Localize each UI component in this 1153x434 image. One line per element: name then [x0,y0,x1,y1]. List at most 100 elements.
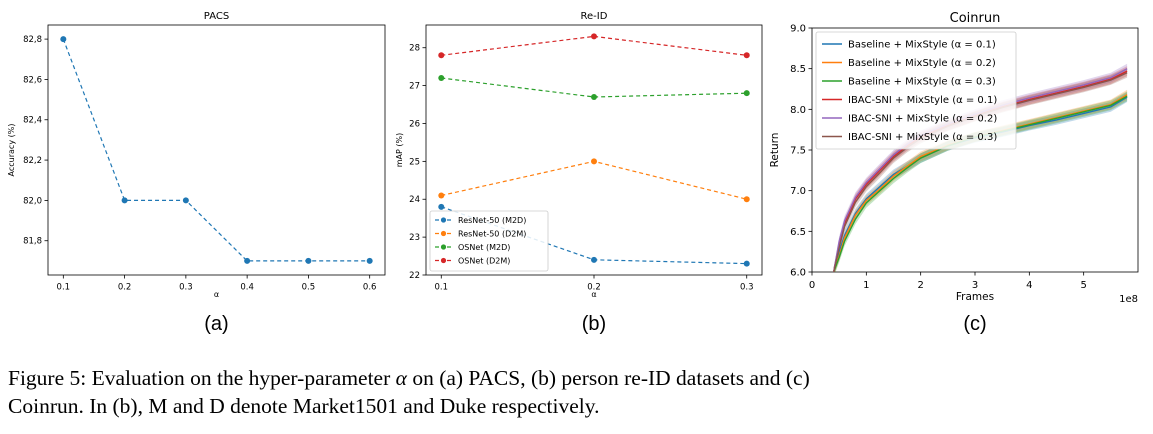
series-line [833,95,1128,272]
data-point [60,36,67,43]
series-line [62,38,370,262]
x-axis-label: α [591,290,596,299]
legend-label: OSNet (D2M) [458,257,510,266]
series-band [833,67,1128,272]
legend-marker [440,257,447,264]
chart-title: Coinrun [950,11,1001,26]
series-band [833,66,1128,272]
plot-area [438,33,750,267]
data-point [244,257,251,264]
y-tick-label: 7.5 [790,146,806,157]
legend-label: ResNet-50 (M2D) [458,216,526,225]
y-tick-label: 82,0 [23,196,42,206]
y-axis-label: Return [769,133,781,168]
y-tick-label: 25 [409,157,420,167]
y-tick-label: 7.0 [790,186,806,197]
data-point [591,33,597,40]
legend-label: Baseline + MixStyle (α = 0.1) [848,40,996,51]
y-tick-label: 82,6 [23,75,42,85]
data-point [591,256,597,263]
plot-area [60,36,373,264]
series-band [833,63,1128,272]
y-tick-label: 9.0 [790,24,806,35]
data-point [743,52,750,59]
legend-marker [440,230,447,237]
coinrun-chart: Coinrun (c) Frames Return 0 1 2 3 4 5 6.0 6.5 7.0 7.5… [769,11,1139,335]
x-tick-label: 0.5 [302,283,316,293]
y-tick-label: 28 [409,44,420,54]
legend-box [815,31,1017,150]
series-line [441,160,747,200]
x-tick-label: 2 [917,280,923,291]
data-point [438,75,445,82]
reid-chart: Re-ID (b) α mAP (%) 0.1 0.2 0.3 22 23 24 25 26 27 28 R… [395,11,763,335]
y-tick-label: 27 [409,82,420,92]
x-tick-label: 0.4 [240,283,254,293]
legend-marker [440,217,447,223]
x-tick-label: 1 [863,280,869,291]
y-axis-label: mAP (%) [395,133,404,167]
y-tick-label: 26 [409,119,420,129]
x-tick-label: 4 [1026,280,1032,291]
legend-label: IBAC-SNI + MixStyle (α = 0.2) [848,114,997,125]
x-tick-label: 5 [1080,280,1086,291]
x-tick-label: 0 [809,280,815,291]
chart-title: PACS [204,11,229,22]
series-line [441,35,747,56]
panel-label: (c) [963,313,986,335]
pacs-chart: PACS (a) α Accuracy (%) 0.1 0.2 0.3 0.4 0.5 0.6 81… [7,11,386,335]
chart-title: Re-ID [581,11,608,22]
data-point [591,93,597,100]
x-axis-label: α [214,290,219,299]
y-tick-label: 8.5 [790,64,806,75]
panel-label: (b) [582,313,606,335]
y-tick-label: 82,8 [23,35,42,45]
x-tick-label: 3 [972,280,978,291]
legend-label: Baseline + MixStyle (α = 0.3) [848,77,996,88]
data-point [366,257,373,264]
figure-caption: Figure 5: Evaluation on the hyper-parame… [8,364,1143,420]
panel-label: (a) [204,313,228,335]
x-tick-label: 0.1 [435,283,449,293]
x-tick-label: 0.1 [57,283,71,293]
series-line [833,94,1128,272]
y-tick-label: 81,8 [23,237,42,247]
y-tick-label: 23 [409,233,420,243]
y-tick-label: 22 [409,271,420,281]
y-tick-label: 24 [409,195,420,205]
y-tick-label: 82,2 [23,156,42,166]
legend-label: ResNet-50 (D2M) [458,230,526,239]
x-scale-label: 1e8 [1119,294,1138,305]
y-tick-label: 82,4 [23,116,42,126]
data-point [305,257,312,264]
legend-marker [440,244,447,250]
legend-box [429,210,549,272]
caption-line1-a: Figure 5: Evaluation on the hyper-parame… [8,366,396,390]
legend-label: IBAC-SNI + MixStyle (α = 0.3) [848,132,997,143]
y-tick-label: 8.0 [790,105,806,116]
data-point [438,203,445,210]
y-tick-label: 6.0 [790,268,806,279]
x-tick-label: 0.3 [740,283,754,293]
y-axis-label: Accuracy (%) [7,124,16,177]
data-point [743,260,750,267]
x-tick-label: 0.6 [363,283,377,293]
data-point [743,196,750,203]
data-point [591,158,597,165]
data-point [743,90,750,97]
caption-line2: Coinrun. In (b), M and D denote Market15… [8,394,600,418]
legend-label: IBAC-SNI + MixStyle (α = 0.1) [848,95,997,106]
data-point [438,52,445,59]
legend-label: Baseline + MixStyle (α = 0.2) [848,58,996,69]
x-axis-label: Frames [956,291,994,303]
data-point [182,197,189,204]
x-tick-label: 0.3 [179,283,193,293]
data-point [438,192,445,199]
y-tick-label: 6.5 [790,227,806,238]
caption-alpha: α [395,366,407,390]
plot-frame [47,24,386,276]
caption-line1-b: on (a) PACS, (b) person re-ID datasets a… [406,366,810,390]
series-line [441,77,747,98]
figure: PACS (a) α Accuracy (%) 0.1 0.2 0.3 0.4 0.5 0.6 81… [7,11,1139,335]
data-point [121,197,128,204]
